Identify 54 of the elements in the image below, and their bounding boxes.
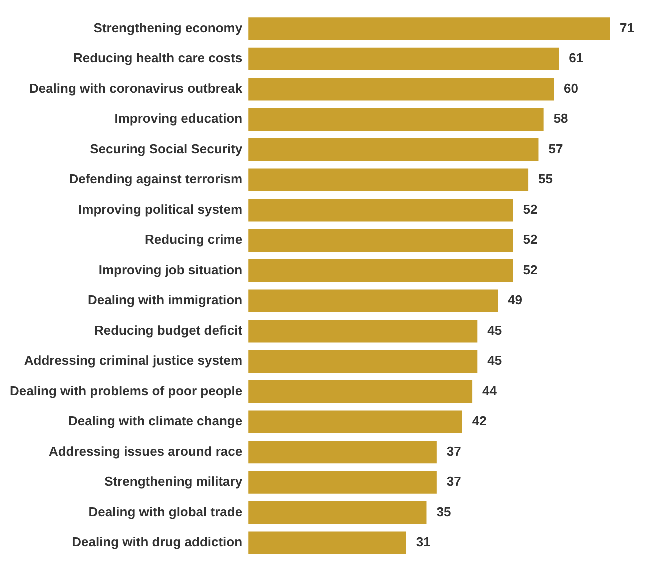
data-label: 37	[446, 474, 462, 490]
bar	[248, 501, 427, 524]
bar	[248, 260, 514, 282]
data-label: 42	[472, 414, 487, 429]
bar	[248, 380, 473, 404]
y-tick-label: Reducing health care costs	[74, 50, 243, 66]
data-label: 52	[523, 202, 538, 217]
bar	[248, 48, 560, 71]
y-tick-label: Improving political system	[78, 202, 243, 217]
y-tick-label: Addressing issues around race	[48, 444, 243, 459]
bar	[248, 18, 610, 40]
bar	[248, 532, 406, 554]
y-tick-label: Dealing with problems of poor people	[10, 383, 243, 398]
y-tick-label: Dealing with climate change	[68, 414, 243, 429]
bar	[248, 441, 437, 464]
data-label: 55	[538, 172, 554, 187]
y-tick-label: Dealing with global trade	[88, 504, 243, 520]
y-tick-label: Dealing with drug addiction	[72, 534, 243, 550]
y-tick-label: Strengthening economy	[94, 20, 244, 36]
y-tick-label: Reducing crime	[145, 232, 243, 248]
data-label: 35	[436, 504, 452, 520]
data-label: 44	[482, 383, 498, 398]
data-label: 52	[523, 262, 538, 278]
bar	[248, 138, 539, 162]
data-label: 37	[446, 444, 462, 459]
y-tick-label: Improving education	[114, 111, 243, 126]
bar	[248, 290, 498, 312]
y-tick-label: Dealing with coronavirus outbreak	[29, 80, 244, 96]
data-label: 52	[523, 232, 538, 248]
bar	[248, 78, 554, 101]
data-label: 57	[548, 141, 564, 156]
data-label: 45	[488, 322, 502, 338]
bar	[248, 108, 544, 131]
y-tick-label: Securing Social Security	[90, 141, 244, 156]
y-tick-label: Dealing with immigration	[88, 292, 243, 308]
data-label: 61	[569, 50, 584, 66]
bar	[248, 168, 529, 192]
bar	[248, 410, 462, 434]
data-label: 49	[508, 292, 522, 308]
bar	[248, 320, 478, 343]
y-tick-label: Strengthening military	[104, 474, 244, 490]
bar	[248, 229, 514, 252]
data-label: 58	[554, 111, 568, 126]
bar	[248, 199, 514, 222]
y-tick-label: Addressing criminal justice system	[24, 353, 243, 368]
data-label: 31	[416, 534, 431, 550]
data-label: 45	[488, 353, 502, 368]
y-tick-label: Improving job situation	[98, 262, 243, 278]
bar	[248, 471, 437, 494]
bar	[248, 350, 478, 373]
y-tick-label: Defending against terrorism	[69, 172, 243, 187]
y-tick-label: Reducing budget deficit	[94, 322, 244, 338]
data-label: 71	[620, 20, 634, 36]
data-label: 60	[564, 80, 578, 96]
